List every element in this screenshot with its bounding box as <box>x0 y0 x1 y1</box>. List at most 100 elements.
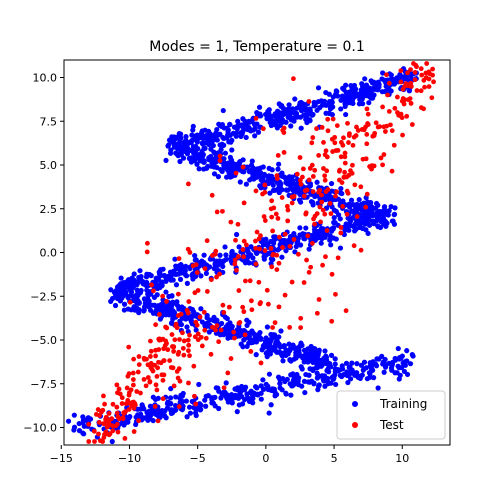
training-point <box>190 144 196 150</box>
training-point <box>283 390 289 396</box>
test-point <box>275 216 281 221</box>
training-point <box>364 376 370 382</box>
training-point <box>333 92 339 98</box>
test-point <box>275 153 281 158</box>
training-point <box>279 237 286 244</box>
training-point <box>290 377 297 383</box>
test-point <box>151 288 156 294</box>
test-point <box>100 407 106 413</box>
training-point <box>306 372 312 378</box>
training-point <box>246 396 253 402</box>
y-tick-label: −7.5 <box>30 378 57 391</box>
training-point <box>368 199 374 206</box>
training-point <box>258 336 264 342</box>
test-point <box>345 190 351 196</box>
training-point <box>121 301 128 307</box>
training-point <box>192 257 198 263</box>
x-tick-label: 5 <box>331 452 338 465</box>
training-point <box>164 304 170 310</box>
training-point <box>399 353 405 359</box>
test-point <box>226 304 232 310</box>
test-point <box>395 110 400 115</box>
training-point <box>266 371 273 377</box>
training-point <box>254 166 260 172</box>
test-point <box>116 386 122 392</box>
test-point <box>409 122 415 127</box>
test-point <box>377 124 383 130</box>
training-point <box>217 142 223 148</box>
test-point <box>152 404 158 409</box>
test-point <box>159 372 165 378</box>
test-point <box>142 356 147 362</box>
test-point <box>364 191 370 197</box>
training-point <box>202 127 208 133</box>
test-point <box>322 177 328 183</box>
training-point <box>247 168 253 174</box>
test-point <box>408 100 414 106</box>
training-point <box>266 116 273 122</box>
training-point <box>155 407 161 414</box>
y-tick-label: 7.5 <box>40 115 58 128</box>
training-point <box>258 185 264 191</box>
training-point <box>289 383 295 389</box>
test-point <box>333 193 338 199</box>
training-point <box>236 244 242 250</box>
training-point <box>332 356 338 362</box>
test-point <box>322 173 328 179</box>
training-point <box>166 142 172 148</box>
test-point <box>214 209 220 215</box>
test-point <box>412 77 418 83</box>
test-point <box>185 348 191 354</box>
test-point <box>240 247 246 252</box>
training-point <box>326 110 332 116</box>
training-point <box>227 121 233 128</box>
training-point <box>323 360 329 367</box>
training-point <box>381 204 388 210</box>
training-point <box>265 175 272 181</box>
training-point <box>404 358 410 364</box>
training-point <box>271 237 277 243</box>
test-point <box>253 115 259 121</box>
training-point <box>190 127 196 133</box>
training-point <box>381 369 387 375</box>
test-point <box>195 337 201 343</box>
test-point <box>312 167 318 173</box>
training-point <box>163 309 169 316</box>
training-point <box>386 208 392 214</box>
training-point <box>143 299 149 305</box>
training-point <box>398 74 404 80</box>
training-point <box>182 148 188 155</box>
training-point <box>260 164 266 170</box>
test-point <box>144 249 150 255</box>
training-point <box>266 107 272 113</box>
test-point <box>277 234 282 240</box>
training-point <box>198 406 204 412</box>
training-point <box>252 384 259 390</box>
test-point <box>344 211 350 217</box>
training-point <box>234 409 240 415</box>
training-point <box>173 282 180 288</box>
training-point <box>257 111 263 117</box>
training-point <box>132 307 138 313</box>
test-point <box>276 304 282 310</box>
training-point <box>296 375 302 381</box>
training-point <box>278 328 284 334</box>
training-point <box>120 286 126 293</box>
test-point <box>86 421 92 427</box>
test-point <box>192 290 198 296</box>
test-point <box>306 269 312 275</box>
test-point <box>148 348 154 354</box>
test-point <box>419 72 425 78</box>
training-point <box>213 130 219 136</box>
test-point <box>136 362 142 368</box>
training-point <box>338 190 344 196</box>
training-point <box>331 219 337 226</box>
test-point <box>298 325 304 331</box>
test-point <box>316 297 322 302</box>
training-point <box>252 122 258 128</box>
test-point <box>240 164 246 170</box>
test-point <box>394 94 400 100</box>
test-point <box>426 69 432 75</box>
training-point <box>189 398 195 405</box>
